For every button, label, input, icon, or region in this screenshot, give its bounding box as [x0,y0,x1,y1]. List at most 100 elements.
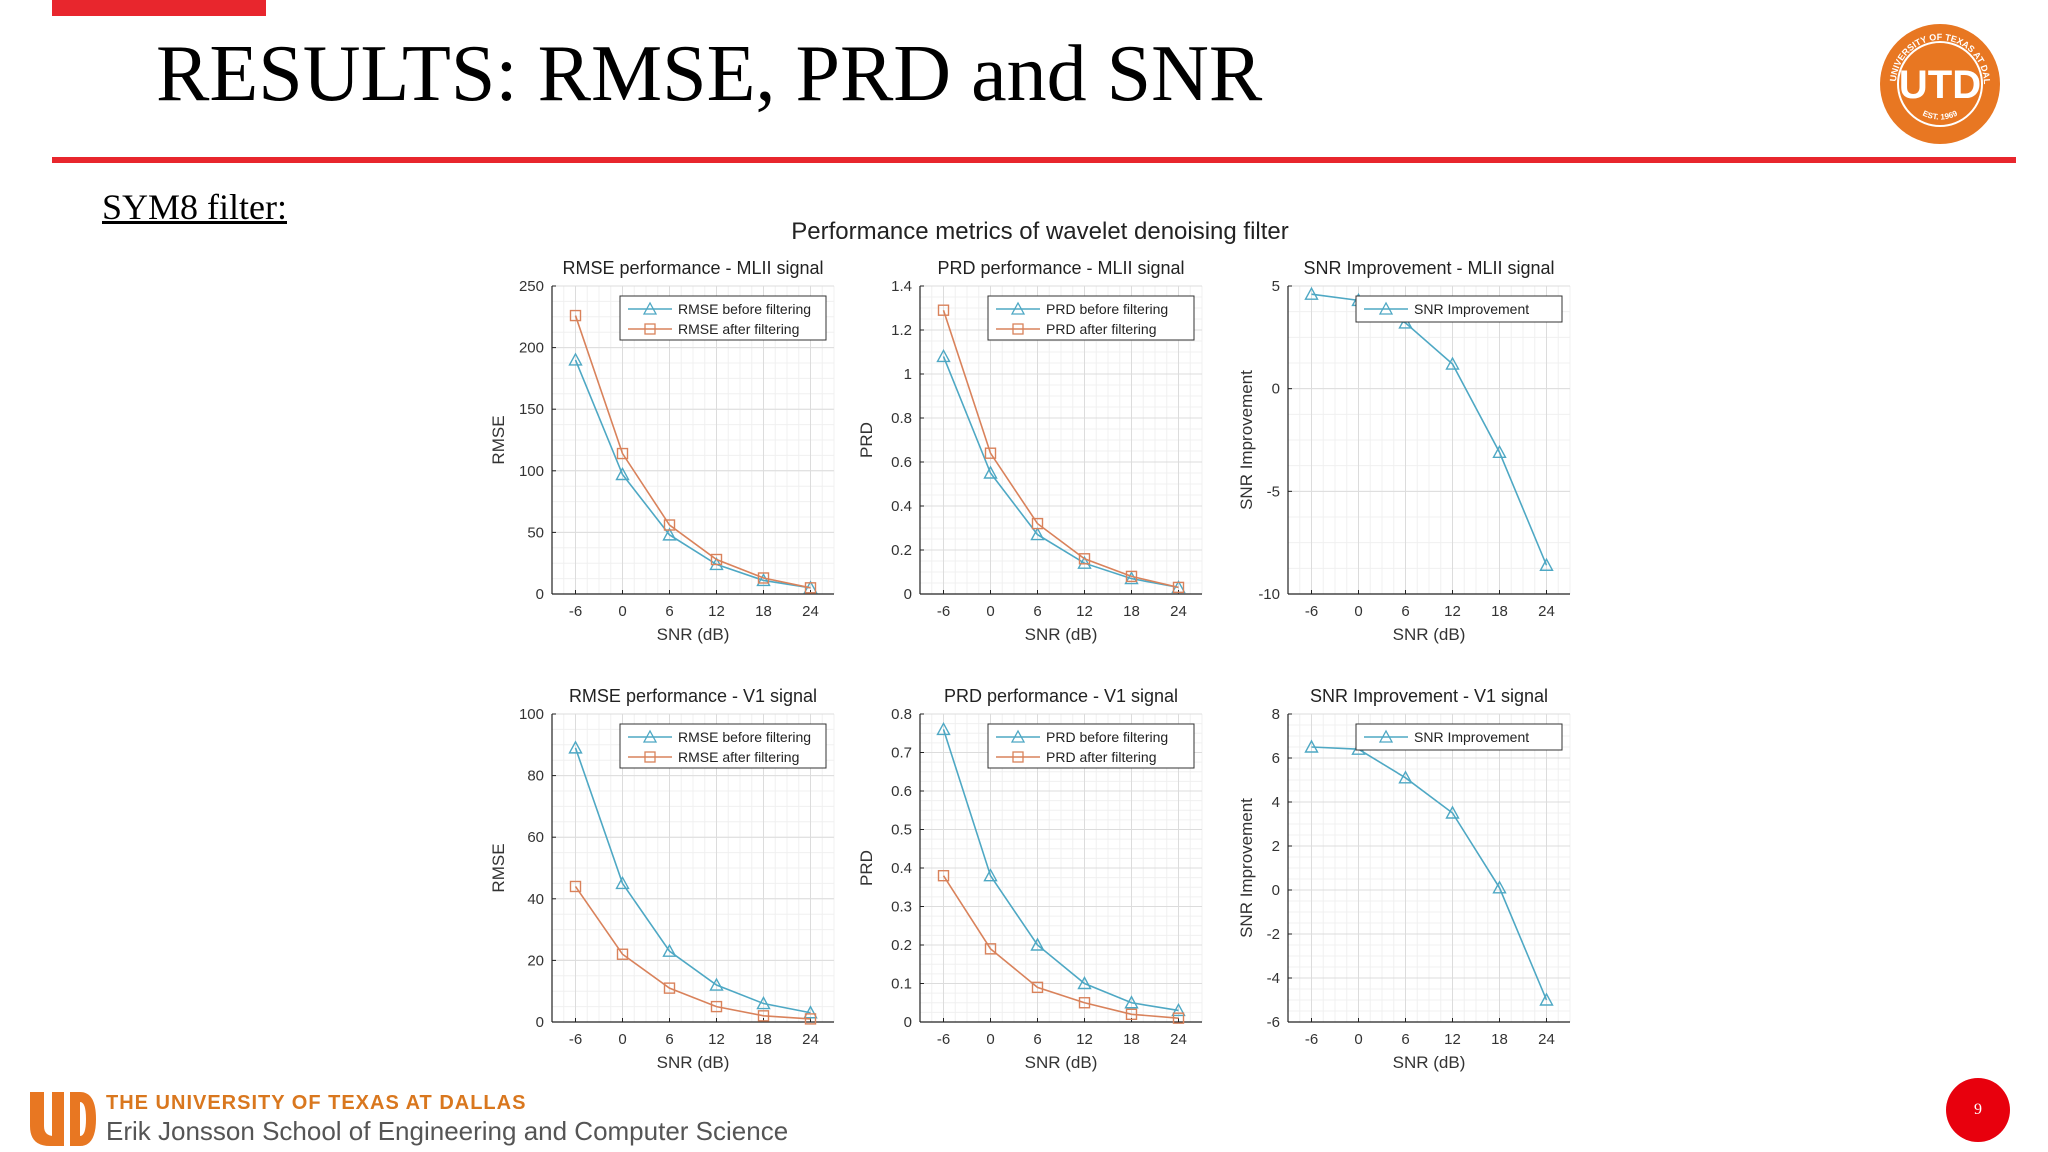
top-accent-bar [52,0,266,16]
data-point-triangle [1124,995,1139,1009]
chart-title: RMSE performance - MLII signal [562,258,823,278]
chart-1: -6 0 6 12 18 24 0 50 100 150 200 250 RMSE performanc… [489,258,835,644]
x-tick-label: 24 [1170,603,1187,620]
y-tick-label: 0.7 [891,745,912,762]
x-tick-label: -6 [569,1031,582,1048]
legend-label: RMSE after filtering [678,749,799,765]
y-tick-label: 50 [527,524,544,541]
data-point-square [1031,981,1044,994]
data-point-square [1078,997,1091,1009]
y-tick-label: 80 [527,768,544,785]
chart-title: PRD performance - V1 signal [944,686,1178,706]
data-point-square [984,943,997,955]
data-point-triangle [615,467,630,481]
y-tick-label: 60 [527,829,544,846]
y-axis-label: PRD [857,422,876,458]
y-tick-label: 0.4 [891,860,912,877]
x-tick-label: 6 [665,603,673,620]
x-tick-label: 6 [1033,603,1041,620]
x-tick-label: 12 [708,1031,725,1048]
legend-marker-triangle [1378,301,1394,315]
x-tick-label: 12 [708,603,725,620]
data-point-square [569,309,582,322]
chart-3: -6 0 6 12 18 24 -10 -5 0 5 SNR Improvement - MLII … [1237,258,1571,644]
data-point-square [616,948,629,960]
x-tick-label: 0 [986,1031,994,1048]
x-tick-label: 0 [1354,1031,1362,1048]
x-tick-label: 6 [665,1031,673,1048]
y-tick-label: 8 [1272,706,1280,723]
series-line [1311,293,1548,566]
chart-5: -6 0 6 12 18 24 0 0.1 0.2 0.3 0.4 0.5 0.6 0.7 0.8 PRD p… [857,686,1203,1072]
y-tick-label: 2 [1272,838,1280,855]
legend-box [987,295,1195,341]
data-point-square [937,870,950,882]
x-tick-label: 12 [1444,603,1461,620]
title-rule [52,157,2016,163]
chart-title: SNR Improvement - V1 signal [1310,686,1548,706]
y-tick-label: 1.4 [891,278,912,295]
data-point-triangle [568,352,583,366]
x-tick-label: 0 [1354,603,1362,620]
legend: RMSE before filtering RMSE after filterin… [619,723,827,769]
x-tick-label: 12 [1076,1031,1093,1048]
data-point-triangle [1492,880,1507,894]
x-axis-label: SNR (dB) [1025,625,1098,644]
y-tick-label: 0.6 [891,783,912,800]
x-tick-label: -6 [1305,603,1318,620]
legend-marker-triangle [642,729,658,743]
series-line [942,309,1179,589]
data-point-triangle [1077,555,1092,569]
data-point-square [804,582,817,594]
y-tick-label: 0.5 [891,822,912,839]
legend-marker-triangle [1378,729,1394,743]
data-point-square [663,519,676,531]
legend: RMSE before filtering RMSE after filterin… [619,295,827,341]
data-point-square [804,1013,817,1025]
data-point-triangle [662,527,677,541]
data-point-square [984,447,997,459]
legend-marker-triangle [642,301,658,315]
y-tick-label: 1.2 [891,322,912,339]
y-tick-label: 100 [519,463,544,480]
data-point-square [1031,517,1044,530]
legend-marker-square [644,751,656,763]
data-point-triangle [1124,571,1139,585]
data-point-triangle [936,348,951,363]
data-point-triangle [983,868,998,882]
legend-label: RMSE before filtering [678,729,811,745]
y-tick-label: 0.2 [891,542,912,559]
x-tick-label: 24 [1538,1031,1555,1048]
svg-text:EST. 1969: EST. 1969 [1921,109,1959,122]
x-tick-label: 12 [1444,1031,1461,1048]
y-tick-label: -10 [1258,586,1280,603]
legend: PRD before filtering PRD after filtering [987,723,1195,769]
x-tick-label: 18 [1491,603,1508,620]
footer-university-name: THE UNIVERSITY OF TEXAS AT DALLAS [106,1092,527,1114]
x-tick-label: 12 [1076,603,1093,620]
x-tick-label: -6 [1305,1031,1318,1048]
x-axis-label: SNR (dB) [1393,1053,1466,1072]
legend-box [619,723,827,769]
y-tick-label: 0.4 [891,498,912,515]
x-tick-label: 6 [1033,1031,1041,1048]
x-axis-label: SNR (dB) [657,625,730,644]
legend-label: PRD before filtering [1046,301,1168,317]
y-tick-label: 0.8 [891,706,912,723]
slide-title: RESULTS: RMSE, PRD and SNR [156,30,1263,118]
x-tick-label: -6 [937,1031,950,1048]
data-point-triangle [568,740,583,754]
data-point-triangle [1539,992,1554,1006]
filter-subtitle: SYM8 filter: [102,187,287,227]
data-point-triangle [1030,937,1045,951]
data-point-triangle [756,996,771,1010]
legend-marker-triangle [1010,301,1026,315]
series-line [1311,746,1548,1001]
y-tick-label: 40 [527,891,544,908]
x-tick-label: 0 [618,603,626,620]
y-tick-label: 0 [536,1014,544,1031]
legend: SNR Improvement [1355,295,1563,323]
x-tick-label: 18 [755,1031,772,1048]
